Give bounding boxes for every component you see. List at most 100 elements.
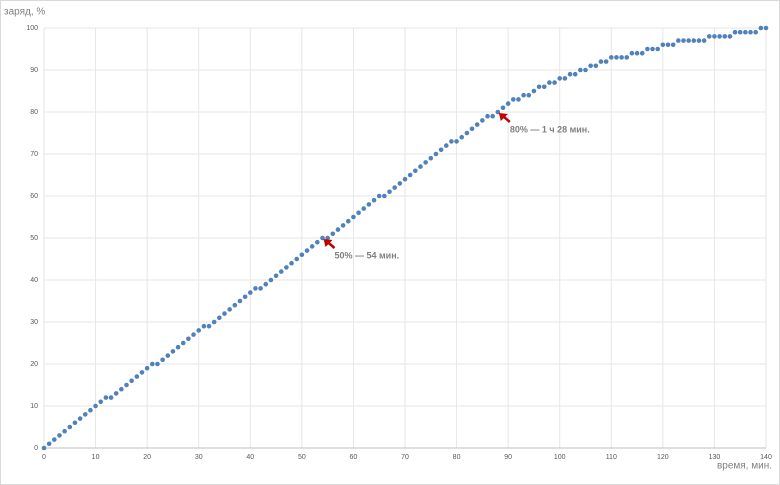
- point: [247, 290, 253, 295]
- point: [340, 223, 346, 228]
- point: [371, 197, 377, 203]
- x-tick-label: 140: [760, 454, 772, 461]
- point: [150, 361, 155, 367]
- point: [552, 80, 557, 85]
- point: [691, 38, 697, 43]
- point: [743, 29, 748, 35]
- x-tick-label: 50: [298, 454, 306, 461]
- point: [624, 55, 630, 60]
- point: [345, 218, 351, 224]
- point: [505, 101, 511, 106]
- y-tick-label: 90: [30, 67, 38, 74]
- point: [660, 42, 666, 48]
- point: [72, 420, 78, 426]
- x-tick-label: 0: [42, 454, 46, 461]
- point: [160, 357, 165, 363]
- point: [438, 147, 444, 153]
- point: [490, 113, 495, 119]
- point: [170, 349, 176, 354]
- point: [608, 55, 614, 60]
- point: [356, 210, 361, 216]
- point: [717, 34, 722, 39]
- point: [41, 445, 47, 451]
- point: [325, 235, 330, 241]
- point: [284, 265, 289, 270]
- point: [366, 202, 372, 207]
- point: [211, 319, 217, 325]
- point: [670, 42, 676, 48]
- point: [67, 424, 73, 430]
- point: [52, 437, 57, 442]
- point: [454, 139, 459, 144]
- x-tick-label: 40: [246, 454, 254, 461]
- point: [655, 46, 660, 52]
- point: [263, 281, 269, 287]
- point: [681, 38, 686, 43]
- point: [309, 244, 315, 249]
- point: [614, 55, 619, 60]
- point: [449, 139, 454, 144]
- point: [418, 164, 423, 169]
- point: [572, 71, 578, 77]
- point: [237, 298, 243, 304]
- point: [706, 34, 712, 39]
- point: [541, 84, 547, 90]
- point: [701, 38, 707, 43]
- point: [629, 50, 635, 56]
- x-axis-title: время, мин.: [717, 461, 772, 472]
- point: [748, 29, 753, 35]
- point: [376, 193, 382, 199]
- point: [753, 29, 758, 35]
- point: [392, 185, 397, 190]
- point: [516, 97, 521, 102]
- point: [511, 97, 516, 102]
- point: [737, 29, 743, 35]
- x-tick-label: 20: [143, 454, 151, 461]
- point: [603, 59, 609, 64]
- point: [165, 353, 171, 358]
- y-tick-label: 40: [30, 277, 38, 284]
- point: [696, 38, 702, 43]
- point: [222, 311, 227, 316]
- point: [758, 25, 764, 31]
- x-tick-label: 80: [453, 454, 461, 461]
- x-tick-label: 30: [195, 454, 203, 461]
- point: [119, 386, 124, 392]
- arrow-head: [323, 239, 333, 247]
- point: [361, 206, 367, 211]
- point: [315, 239, 320, 245]
- point: [382, 193, 387, 199]
- point: [191, 332, 196, 337]
- point: [144, 365, 150, 371]
- point: [289, 260, 294, 266]
- point: [175, 344, 181, 350]
- point: [196, 328, 202, 333]
- x-tick-label: 10: [92, 454, 100, 461]
- point: [57, 433, 62, 438]
- point: [474, 122, 480, 127]
- point: [547, 80, 552, 85]
- point: [134, 374, 140, 379]
- point: [665, 42, 671, 48]
- x-tick-label: 120: [657, 454, 669, 461]
- point: [299, 252, 305, 258]
- point: [273, 273, 279, 279]
- point: [407, 172, 413, 178]
- point: [387, 189, 392, 195]
- point: [763, 25, 769, 31]
- point: [217, 315, 222, 321]
- point: [562, 76, 568, 81]
- point: [232, 302, 238, 308]
- x-tick-label: 110: [606, 454, 617, 461]
- point: [428, 155, 434, 161]
- point: [500, 105, 506, 111]
- point: [531, 88, 537, 94]
- point: [732, 29, 738, 35]
- point: [206, 323, 212, 329]
- point: [139, 370, 145, 375]
- point: [278, 269, 284, 274]
- x-tick-label: 130: [709, 454, 721, 461]
- point: [619, 55, 624, 60]
